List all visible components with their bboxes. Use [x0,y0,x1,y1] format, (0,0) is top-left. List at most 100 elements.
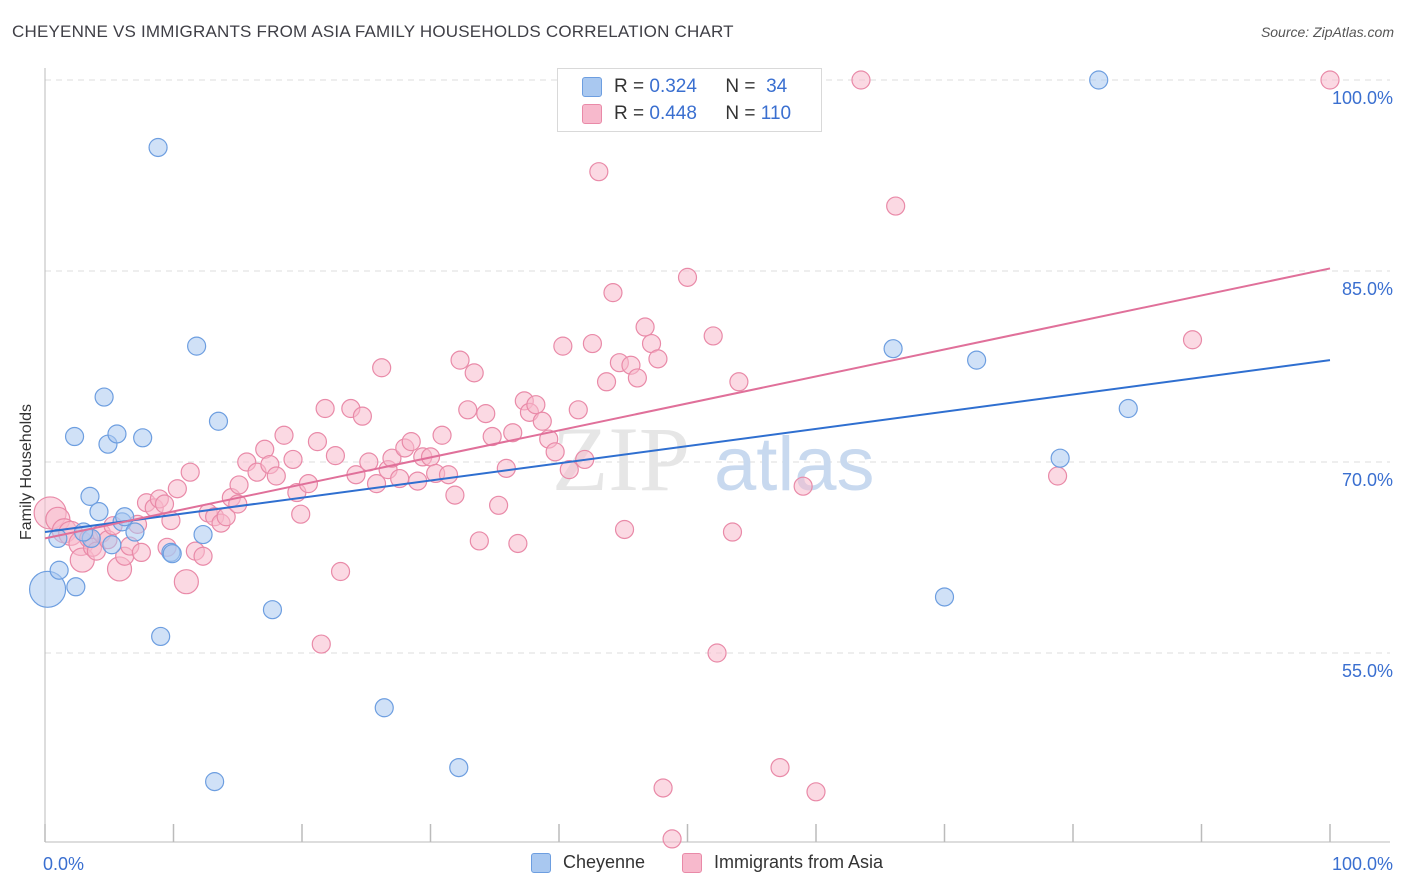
cheyenne-point [449,757,469,778]
cheyenne-point [66,577,86,597]
immigrants-from-asia-point [307,432,328,452]
immigrants-from-asia-point [603,283,623,303]
cheyenne-point [125,522,145,542]
immigrants-from-asia-point [476,404,496,424]
legend-swatch-cheyenne [531,852,551,873]
tick-labels: 55.0% 70.0% 85.0% 100.0% 0.0% 100.0% [43,88,1393,874]
immigrants-from-asia-point [489,495,509,515]
immigrants-from-asia-point [283,449,303,470]
cheyenne-point [208,411,229,431]
legend-label-immigrants-from-asia: Immigrants from Asia [714,852,884,872]
immigrants-from-asia-point [450,350,470,370]
immigrants-from-asia-point [635,317,655,337]
source-credit: Source: ZipAtlas.com [1260,24,1394,40]
immigrants-from-asia-point [1047,466,1068,486]
legend-row-immigrants-from-asia: R = 0.448 N = 110 [582,102,791,126]
immigrants-from-asia-point [648,349,668,369]
cheyenne-point [262,600,283,620]
y-tick-label: 55.0% [1342,661,1393,681]
immigrants-from-asia-point [291,504,311,524]
trend-line-immigrants-from-asia [44,267,1331,540]
legend-r-label: R = [614,76,645,97]
cheyenne-point [187,336,207,356]
immigrants-from-asia-point [770,757,790,778]
cheyenne-point [133,428,153,448]
legend-row-cheyenne: R = 0.324 N = 34 [582,75,787,99]
cheyenne-point [193,524,213,545]
immigrants-from-asia-point [851,70,871,90]
cheyenne-point [1089,70,1109,90]
immigrants-from-asia-point [1182,330,1203,350]
immigrants-from-asia-point [464,363,484,383]
immigrants-from-asia-point [806,782,826,802]
immigrants-from-asia-point [496,458,516,478]
cheyenne-point [374,698,394,718]
immigrants-from-asia-point [382,448,402,468]
legend-n-label: N = [725,76,756,97]
immigrants-from-asia-point [180,462,200,482]
legend-r-value-cheyenne: 0.324 [649,76,697,97]
immigrants-from-asia-point [167,479,187,499]
cheyenne-point [94,387,114,407]
y-axis-label: Family Households [18,403,35,540]
immigrants-from-asia-point [545,442,565,462]
immigrants-from-asia-point [438,465,459,485]
cheyenne-point [80,486,100,506]
cheyenne-point [64,426,85,447]
immigrants-from-asia-point [627,368,647,388]
series-immigrants-from-asia-points [33,70,1340,849]
immigrants-from-asia-point [469,531,489,551]
legend-item-immigrants-from-asia[interactable]: Immigrants from Asia [682,852,883,873]
immigrants-from-asia-point [559,460,579,480]
immigrants-from-asia-point [568,400,588,420]
immigrants-from-asia-point [553,336,573,356]
cheyenne-point [107,424,127,444]
immigrants-from-asia-point [401,432,421,452]
immigrants-from-asia-point [274,425,294,445]
immigrants-from-asia-point [662,829,682,849]
cheyenne-point [934,587,955,607]
immigrants-from-asia-point [653,778,673,798]
legend-n-value-immigrants: 110 [760,103,792,124]
cheyenne-point [883,339,903,359]
x-tick-label-min: 0.0% [43,854,84,874]
immigrants-from-asia-point [707,643,727,663]
watermark-zip: ZIP [552,408,690,510]
cheyenne-point [1050,448,1070,468]
trend-lines [44,267,1331,540]
immigrants-from-asia-point [526,395,546,415]
immigrants-from-asia-point [445,485,465,505]
legend-n-value-cheyenne: 34 [766,76,788,97]
immigrants-from-asia-point [154,494,175,514]
immigrants-from-asia-point [330,561,351,582]
immigrants-from-asia-point [229,475,249,495]
immigrants-from-asia-point [582,333,603,354]
immigrants-from-asia-point [131,542,151,563]
y-tick-label: 70.0% [1342,470,1393,490]
watermark-atlas: atlas [714,422,875,507]
cheyenne-point [28,570,67,608]
legend-r-label: R = [614,103,645,124]
immigrants-from-asia-point [589,162,609,182]
cheyenne-point [1118,398,1138,419]
immigrants-from-asia-point [508,533,528,554]
immigrants-from-asia-point [458,400,478,420]
cheyenne-point [967,350,987,370]
cheyenne-point [89,502,109,522]
immigrants-from-asia-point [793,476,813,496]
y-tick-label: 85.0% [1342,279,1393,299]
immigrants-from-asia-point [482,426,502,447]
immigrants-from-asia-point [372,358,392,378]
trend-line-cheyenne [44,359,1331,534]
legend-r-value-immigrants: 0.448 [649,103,697,124]
legend-item-cheyenne[interactable]: Cheyenne [531,852,645,873]
immigrants-from-asia-point [266,466,286,486]
cheyenne-point [49,560,69,580]
legend-n-label: N = [725,103,756,124]
immigrants-from-asia-point [315,398,335,419]
immigrants-from-asia-point [503,423,523,443]
series-legend: Cheyenne Immigrants from Asia [0,852,1406,878]
cheyenne-point [205,772,225,792]
immigrants-from-asia-point [1320,70,1340,90]
